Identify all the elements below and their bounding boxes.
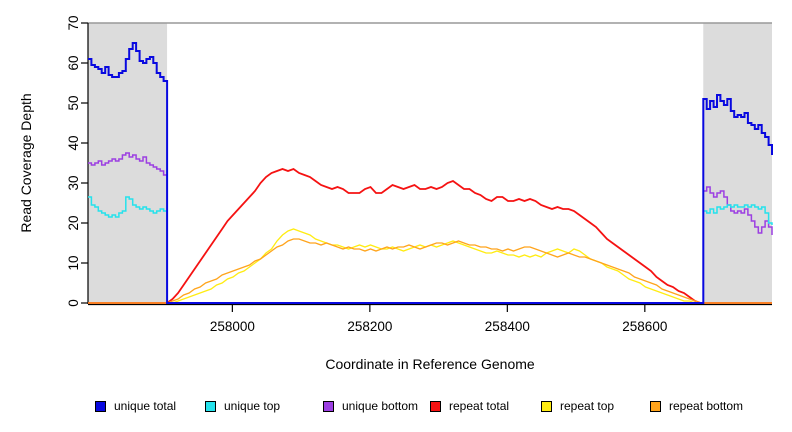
y-tick-label: 40	[66, 135, 81, 150]
legend-swatch-unique-total	[95, 400, 106, 412]
y-tick-label: 0	[66, 299, 81, 307]
y-tick-label: 70	[66, 15, 81, 30]
legend: unique total unique top unique bottom repea…	[0, 399, 792, 417]
series-unique-top	[88, 196, 773, 304]
coverage-chart: Coordinate in Reference Genome Read Cove…	[18, 15, 773, 372]
y-tick-label: 60	[66, 55, 81, 70]
legend-label: repeat total	[449, 399, 510, 413]
legend-swatch-repeat-bottom	[650, 400, 661, 412]
legend-label: unique bottom	[342, 399, 419, 413]
series-unique-total	[88, 42, 773, 304]
legend-label: unique total	[114, 399, 177, 413]
series-unique-bottom	[88, 152, 773, 304]
legend-item-repeat-bottom: repeat bottom	[650, 399, 743, 413]
shaded-flank-region	[703, 23, 772, 303]
y-tick-label: 50	[66, 95, 81, 110]
legend-label: repeat bottom	[669, 399, 744, 413]
y-tick-label: 20	[66, 215, 81, 230]
legend-label: unique top	[224, 399, 281, 413]
legend-item-unique-top: unique top	[205, 399, 280, 413]
legend-item-unique-total: unique total	[95, 399, 176, 413]
x-tick-label: 258600	[622, 319, 667, 334]
series-repeat-top	[88, 228, 772, 304]
legend-swatch-unique-top	[205, 400, 216, 412]
legend-item-repeat-top: repeat top	[541, 399, 614, 413]
x-tick-label: 258000	[210, 319, 255, 334]
series-repeat-bottom	[88, 238, 772, 304]
legend-item-unique-bottom: unique bottom	[323, 399, 418, 413]
x-axis-title: Coordinate in Reference Genome	[325, 356, 535, 372]
legend-item-repeat-total: repeat total	[430, 399, 509, 413]
legend-swatch-repeat-top	[541, 400, 552, 412]
y-tick-label: 10	[66, 255, 81, 270]
legend-label: repeat top	[560, 399, 615, 413]
series-repeat-total	[88, 167, 772, 304]
legend-swatch-unique-bottom	[323, 400, 334, 412]
x-tick-label: 258200	[347, 319, 392, 334]
y-axis-title: Read Coverage Depth	[18, 93, 34, 232]
legend-swatch-repeat-total	[430, 400, 441, 412]
x-tick-label: 258400	[485, 319, 530, 334]
shaded-flank-region	[88, 23, 168, 303]
y-tick-label: 30	[66, 175, 81, 190]
